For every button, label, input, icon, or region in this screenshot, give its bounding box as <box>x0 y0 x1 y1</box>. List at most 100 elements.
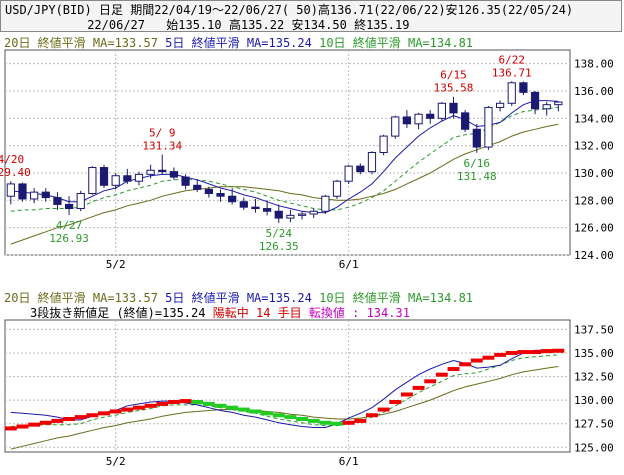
brick-43 <box>505 351 518 355</box>
candle-21 <box>251 198 260 213</box>
candle-body-29 <box>344 165 353 182</box>
y-tick-1-0: 125.00 <box>574 441 614 454</box>
candle-3 <box>41 188 50 202</box>
brick-44 <box>517 350 530 355</box>
candle-body-38 <box>449 102 458 114</box>
candle-6 <box>76 190 85 212</box>
plot-area-0 <box>4 49 571 256</box>
brick-15 <box>179 399 192 404</box>
brick-3 <box>39 420 52 425</box>
high-value: 136.71(22/06/22) <box>329 3 446 17</box>
y-tick-0-4: 132.00 <box>574 140 614 153</box>
y-tick-1-3: 132.50 <box>574 371 614 384</box>
bottom-legend-2: 3段抜き新値足 (終値)=135.24 陽転中 14 手目 転換値 : 134.… <box>30 304 410 321</box>
candle-45 <box>530 91 540 115</box>
candle-body-16 <box>193 184 202 190</box>
y-tick-1-4: 135.00 <box>574 347 614 360</box>
candle-body-24 <box>286 214 295 219</box>
annotation-price-0: 129.40 <box>0 166 31 179</box>
candle-41 <box>484 106 493 150</box>
brick-32 <box>377 407 390 412</box>
candle-body-11 <box>134 173 144 182</box>
high-label: 高 <box>317 3 330 17</box>
candle-9 <box>111 173 120 190</box>
annotation-date-3: 5/24 <box>266 227 293 240</box>
candle-11 <box>134 171 144 186</box>
candle-body-34 <box>402 116 412 125</box>
candle-7 <box>88 166 97 195</box>
candle-30 <box>356 163 365 175</box>
candle-33 <box>391 115 400 139</box>
brick-40 <box>470 358 483 363</box>
brick-34 <box>400 392 413 397</box>
candle-2 <box>30 188 39 204</box>
brick-37 <box>435 372 448 377</box>
symbol: USD/JPY(BID) <box>5 3 92 17</box>
header-line-1: USD/JPY(BID) 日足 期間22/04/19～22/06/27( 50)… <box>5 1 573 18</box>
annotation-date-1: 4/27 <box>56 219 83 232</box>
candle-10 <box>123 168 132 184</box>
top-legend-ma10: 10日 終値平滑 MA=134.81 <box>319 36 474 50</box>
y-tick-1-5: 137.50 <box>574 323 614 336</box>
brick-count: 14 手目 <box>255 306 302 320</box>
bar-count: ( 50) <box>281 3 318 17</box>
x-tick-0-1: 6/1 <box>339 258 359 271</box>
candle-body-22 <box>263 208 272 212</box>
candle-body-42 <box>495 102 505 108</box>
candle-32 <box>379 134 388 156</box>
brick-27 <box>319 420 332 425</box>
candle-body-8 <box>99 167 109 186</box>
series-ma10-1 <box>10 354 559 427</box>
brick-9 <box>109 409 122 414</box>
candle-47 <box>554 101 563 112</box>
annotation-price-1: 126.93 <box>49 232 89 245</box>
candle-body-33 <box>391 116 400 137</box>
bottom-legend-ma20: 20日 終値平滑 MA=133.57 <box>4 291 158 305</box>
candle-body-21 <box>251 206 260 210</box>
candle-24 <box>286 209 295 223</box>
candle-14 <box>169 167 179 180</box>
candle-25 <box>297 211 307 220</box>
candle-18 <box>216 189 225 202</box>
brick-7 <box>86 413 99 418</box>
candle-17 <box>204 186 213 198</box>
candle-8 <box>99 164 109 189</box>
brick-16 <box>191 400 204 405</box>
brick-4 <box>51 418 64 423</box>
y-tick-1-2: 130.00 <box>574 394 614 407</box>
chart-header: USD/JPY(BID) 日足 期間22/04/19～22/06/27( 50)… <box>0 0 622 32</box>
high2-value: 135.22 <box>240 18 285 32</box>
brick-38 <box>447 367 460 372</box>
last-date: 22/06/27 <box>87 18 145 32</box>
annotation-date-0: 4/20 <box>0 153 24 166</box>
candle-1 <box>18 182 27 202</box>
top-legend: 20日 終値平滑 MA=133.57 5日 終値平滑 MA=135.24 10日… <box>4 34 473 51</box>
candle-body-0 <box>6 183 15 197</box>
candle-body-46 <box>542 104 551 110</box>
open-value: 135.10 <box>178 18 222 32</box>
candle-body-30 <box>356 165 365 173</box>
candle-body-45 <box>530 91 540 110</box>
x-tick-0-0: 5/2 <box>106 258 126 271</box>
candle-body-9 <box>111 175 120 186</box>
candle-38 <box>449 96 458 119</box>
annotation-price-2: 131.34 <box>142 140 182 153</box>
brick-23 <box>272 413 285 418</box>
candle-body-1 <box>18 183 27 200</box>
candle-body-32 <box>379 135 388 154</box>
candle-body-18 <box>216 193 225 197</box>
candle-body-17 <box>204 188 213 194</box>
candle-body-26 <box>309 210 318 215</box>
brick-33 <box>389 400 402 405</box>
candle-body-7 <box>88 167 97 195</box>
annotation-price-3: 126.35 <box>259 240 299 253</box>
candle-body-15 <box>181 176 190 186</box>
candle-body-6 <box>76 193 85 210</box>
brick-25 <box>296 417 309 421</box>
low2-label: 安 <box>291 18 304 32</box>
y-tick-0-3: 130.00 <box>574 167 614 180</box>
candle-body-20 <box>239 201 248 208</box>
candle-body-19 <box>228 195 237 203</box>
candle-body-36 <box>426 113 435 119</box>
annotation-price-5: 131.48 <box>457 170 497 183</box>
